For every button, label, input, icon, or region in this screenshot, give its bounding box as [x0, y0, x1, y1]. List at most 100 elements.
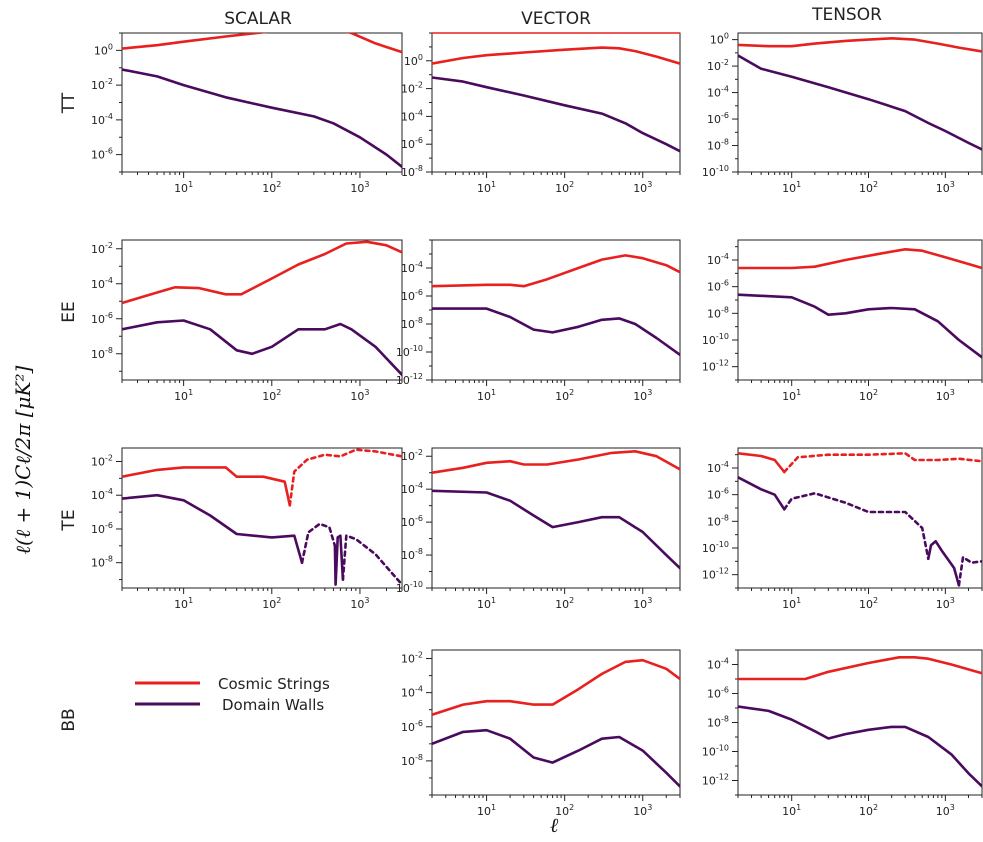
y-tick-label: 10-8 — [401, 547, 423, 562]
panel-te-tensor: 101 102 103 10-12 10-10 10-8 10-6 10-4 — [702, 447, 983, 611]
x-tick-label: 102 — [859, 803, 878, 818]
panel-frame-te-vector — [431, 447, 681, 589]
x-tick-label: 103 — [633, 596, 652, 611]
y-tick-label: 10-4 — [401, 108, 423, 123]
series-line-domain-walls-te-vector — [432, 489, 680, 570]
x-tick-label: 102 — [262, 388, 281, 403]
y-tick-label: 10-8 — [401, 316, 423, 331]
y-tick-label: 10-4 — [91, 112, 113, 127]
panel-bb-vector: 101 102 103 10-8 10-6 10-4 10-2 — [401, 649, 681, 818]
global-x-axis-label: ℓ — [550, 813, 559, 837]
y-tick-label: 10-4 — [91, 276, 113, 291]
x-tick-label: 102 — [555, 180, 574, 195]
series-line-cosmic-strings-ee-vector — [432, 254, 680, 288]
series-line-cosmic-strings-ee-tensor — [738, 248, 982, 270]
y-tick-label: 10-8 — [707, 513, 729, 528]
series-line-cosmic-strings-tt-vector — [432, 46, 680, 65]
column-title-vector: VECTOR — [521, 9, 591, 29]
x-tick-label: 102 — [859, 596, 878, 611]
series-line-domain-walls-tt-tensor — [738, 54, 982, 151]
y-tick-label: 10-4 — [401, 481, 423, 496]
series-line-domain-walls-te-tensor — [738, 476, 786, 511]
y-tick-label: 10-6 — [401, 514, 423, 529]
series-line-domain-walls-te-scalar — [333, 534, 345, 586]
panel-frame-ee-scalar — [121, 239, 403, 381]
x-tick-label: 101 — [174, 596, 193, 611]
y-tick-label: 10-4 — [91, 487, 113, 502]
series-line-cosmic-strings-te-tensor — [783, 452, 982, 474]
y-tick-label: 10-10 — [702, 540, 729, 555]
series-line-cosmic-strings-tt-tensor — [738, 37, 982, 53]
y-tick-label: 10-6 — [707, 111, 729, 126]
x-tick-label: 101 — [782, 388, 801, 403]
x-tick-label: 103 — [350, 596, 369, 611]
series-line-domain-walls-ee-vector — [432, 307, 680, 357]
panel-frame-ee-vector — [431, 239, 681, 381]
series-line-domain-walls-te-scalar — [300, 522, 337, 564]
series-line-domain-walls-te-scalar — [122, 493, 304, 564]
x-tick-label: 101 — [477, 803, 496, 818]
panel-frame-te-scalar — [121, 447, 403, 589]
x-tick-label: 102 — [859, 180, 878, 195]
y-tick-label: 10-6 — [707, 279, 729, 294]
legend-label-domain-walls: Domain Walls — [222, 696, 324, 714]
x-tick-label: 103 — [633, 180, 652, 195]
y-tick-label: 10-2 — [91, 453, 113, 468]
panel-te-scalar: 101 102 103 10-8 10-6 10-4 10-2 — [91, 447, 403, 611]
panel-tt-vector: 101 102 103 10-8 10-6 10-4 10-2 100 — [401, 32, 681, 195]
series-line-domain-walls-ee-scalar — [122, 319, 402, 377]
series-line-cosmic-strings-te-scalar — [288, 448, 402, 507]
x-tick-label: 102 — [555, 388, 574, 403]
series-line-domain-walls-bb-tensor — [738, 705, 982, 788]
y-tick-label: 10-8 — [707, 305, 729, 320]
y-tick-label: 10-12 — [702, 773, 729, 788]
series-line-cosmic-strings-bb-vector — [432, 658, 680, 717]
x-tick-label: 103 — [350, 388, 369, 403]
y-tick-label: 10-12 — [702, 567, 729, 582]
series-line-domain-walls-te-tensor — [783, 492, 930, 560]
series-line-domain-walls-tt-vector — [432, 76, 680, 153]
panel-frame-tt-scalar — [121, 32, 403, 173]
global-y-axis-label: ℓ(ℓ + 1)Cℓ/2π [μK²] — [11, 365, 35, 554]
x-tick-label: 103 — [350, 180, 369, 195]
x-tick-label: 102 — [555, 803, 574, 818]
x-tick-label: 103 — [633, 388, 652, 403]
x-tick-label: 101 — [782, 180, 801, 195]
y-tick-label: 10-10 — [396, 580, 423, 595]
y-tick-label: 10-6 — [707, 686, 729, 701]
y-tick-label: 10-4 — [707, 85, 729, 100]
column-title-scalar: SCALAR — [224, 9, 292, 29]
panel-tt-tensor: 101 102 103 10-10 10-8 10-6 10-4 10-2 100 — [702, 32, 983, 195]
panel-ee-vector: 101 102 103 10-12 10-10 10-8 10-6 10-4 — [396, 239, 681, 403]
y-tick-label: 10-2 — [91, 77, 113, 92]
y-tick-label: 10-8 — [401, 753, 423, 768]
x-tick-label: 102 — [859, 388, 878, 403]
row-label-te: TE — [59, 509, 79, 531]
y-tick-label: 10-12 — [702, 359, 729, 374]
panel-frame-bb-tensor — [737, 649, 983, 796]
x-tick-label: 103 — [936, 803, 955, 818]
y-tick-label: 100 — [404, 53, 423, 68]
y-tick-label: 10-6 — [401, 136, 423, 151]
x-tick-label: 101 — [174, 180, 193, 195]
legend-label-cosmic-strings: Cosmic Strings — [218, 675, 330, 693]
x-tick-label: 103 — [633, 803, 652, 818]
series-line-cosmic-strings-te-vector — [432, 450, 680, 474]
legend: Cosmic Strings Domain Walls — [135, 675, 330, 714]
y-tick-label: 10-8 — [401, 164, 423, 179]
y-tick-label: 10-10 — [396, 344, 423, 359]
panel-bb-tensor: 101 102 103 10-12 10-10 10-8 10-6 10-4 — [702, 649, 983, 818]
x-tick-label: 101 — [782, 803, 801, 818]
x-tick-label: 101 — [477, 180, 496, 195]
x-tick-label: 102 — [555, 596, 574, 611]
y-tick-label: 10-8 — [91, 346, 113, 361]
x-tick-label: 103 — [936, 596, 955, 611]
x-tick-label: 101 — [782, 596, 801, 611]
y-tick-label: 10-6 — [707, 487, 729, 502]
row-label-tt: TT — [59, 92, 79, 114]
y-tick-label: 10-10 — [702, 332, 729, 347]
x-tick-label: 101 — [174, 388, 193, 403]
x-tick-label: 101 — [477, 388, 496, 403]
y-tick-label: 10-10 — [702, 744, 729, 759]
series-line-domain-walls-te-scalar — [341, 534, 402, 586]
